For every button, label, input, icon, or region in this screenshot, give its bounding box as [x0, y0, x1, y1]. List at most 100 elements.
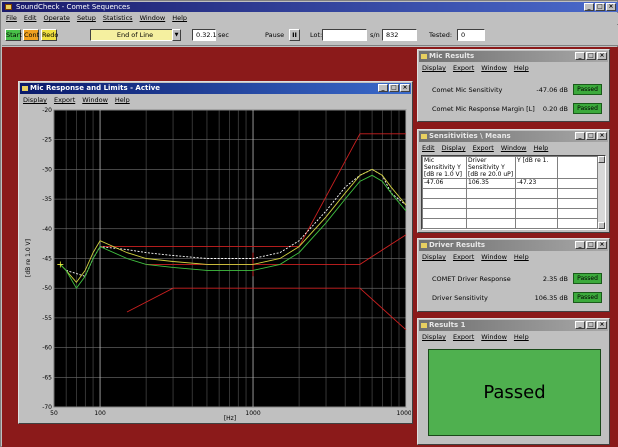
sequence-step-field[interactable]: End of Line	[90, 29, 180, 41]
table-cell[interactable]: -47.06	[422, 178, 467, 189]
minimize-icon[interactable]: _	[584, 3, 594, 11]
close-icon[interactable]: ×	[597, 132, 607, 140]
column-header[interactable]: Driver Sensitivity Y [dB re 20.0 uP]	[466, 156, 516, 179]
series-line	[146, 234, 407, 265]
menu-window[interactable]: Window	[481, 64, 507, 72]
chevron-down-icon[interactable]: ▼	[172, 29, 181, 41]
menu-display[interactable]: Display	[23, 96, 47, 104]
tested-label: Tested:	[429, 31, 453, 39]
column-header[interactable]: Y [dB re 1.	[515, 156, 558, 179]
minimize-icon[interactable]: _	[378, 84, 388, 92]
sensitivities-title: Sensitivities \ Means	[429, 132, 511, 140]
minimize-icon[interactable]: _	[575, 321, 585, 329]
table-cell[interactable]: 106.35	[466, 178, 516, 189]
mic-response-title-bar[interactable]: Mic Response and Limits - Active _ □ ×	[20, 83, 411, 94]
maximize-icon[interactable]: □	[586, 241, 596, 249]
results1-title-bar[interactable]: Results 1 _ □ ×	[419, 320, 608, 331]
result-label: Comet Mic Response Margin [L]	[432, 105, 535, 113]
menu-window[interactable]: Window	[500, 144, 527, 152]
y-tick-label: -60	[42, 345, 52, 352]
sensitivities-table: Mic Sensitivity Y [dB re 1.0 V] Driver S…	[421, 155, 606, 230]
mic-response-menu: Display Export Window Help	[21, 95, 130, 105]
mdi-workspace: Mic Response and Limits - Active _ □ × D…	[2, 47, 618, 447]
maximize-icon[interactable]: □	[586, 321, 596, 329]
sn-input[interactable]: 832	[382, 29, 417, 41]
app-title: SoundCheck - Comet Sequences	[16, 3, 130, 11]
window-icon	[421, 54, 427, 59]
menu-export[interactable]: Export	[53, 96, 76, 104]
time-unit: sec	[218, 31, 229, 39]
menu-window[interactable]: Window	[481, 333, 507, 341]
close-icon[interactable]: ×	[606, 3, 616, 11]
menu-edit[interactable]: Edit	[422, 144, 435, 152]
driver-results-window: Driver Results _ □ × Display Export Wind…	[417, 238, 610, 312]
menu-window[interactable]: Window	[139, 14, 166, 22]
menu-export[interactable]: Export	[452, 253, 475, 261]
menu-export[interactable]: Export	[472, 144, 494, 152]
y-tick-label: -65	[42, 374, 52, 381]
menu-help[interactable]: Help	[513, 253, 529, 261]
scroll-down-icon[interactable]	[598, 222, 605, 229]
menu-display[interactable]: Display	[422, 333, 446, 341]
table-cell[interactable]	[557, 178, 598, 189]
menu-operate[interactable]: Operate	[43, 14, 70, 22]
results1-title: Results 1	[429, 321, 466, 329]
menu-help[interactable]: Help	[114, 96, 130, 104]
y-tick-label: -55	[42, 315, 52, 322]
x-tick-label: 1000	[245, 410, 260, 417]
y-tick-label: -30	[42, 166, 52, 173]
menu-export[interactable]: Export	[452, 333, 475, 341]
maximize-icon[interactable]: □	[389, 84, 399, 92]
menu-file[interactable]: File	[6, 14, 17, 22]
maximize-icon[interactable]: □	[595, 3, 605, 11]
menu-window[interactable]: Window	[82, 96, 108, 104]
time-field: 0.32.1	[192, 29, 217, 41]
mic-response-window: Mic Response and Limits - Active _ □ × D…	[18, 81, 413, 424]
menu-edit[interactable]: Edit	[23, 14, 37, 22]
sensitivities-title-bar[interactable]: Sensitivities \ Means _ □ ×	[419, 131, 608, 142]
driver-results-title-bar[interactable]: Driver Results _ □ ×	[419, 240, 608, 251]
menu-display[interactable]: Display	[441, 144, 466, 152]
table-row: -47.06 106.35 -47.23	[422, 178, 598, 189]
close-icon[interactable]: ×	[400, 84, 410, 92]
y-tick-label: -40	[42, 226, 52, 233]
menu-help[interactable]: Help	[513, 64, 529, 72]
toolbar: Start Cont Redo End of Line ▼ 0.32.1 sec…	[2, 25, 618, 46]
cont-button[interactable]: Cont	[23, 29, 40, 41]
close-icon[interactable]: ×	[597, 52, 607, 60]
sn-label: s/n	[370, 31, 380, 39]
menu-export[interactable]: Export	[452, 64, 475, 72]
maximize-icon[interactable]: □	[586, 132, 596, 140]
menu-statistics[interactable]: Statistics	[102, 14, 133, 22]
close-icon[interactable]: ×	[597, 321, 607, 329]
close-icon[interactable]: ×	[597, 241, 607, 249]
window-icon	[22, 86, 28, 91]
menu-help[interactable]: Help	[172, 14, 188, 22]
maximize-icon[interactable]: □	[586, 52, 596, 60]
x-tick-label: 100	[94, 410, 106, 417]
app-title-bar: SoundCheck - Comet Sequences _ □ ×	[2, 2, 618, 12]
pause-button[interactable]: II	[289, 29, 300, 41]
sensitivities-menu: Edit Display Export Window Help	[420, 143, 548, 153]
redo-button[interactable]: Redo	[41, 29, 59, 41]
scroll-up-icon[interactable]	[598, 156, 605, 163]
vertical-scrollbar[interactable]	[597, 156, 605, 229]
mic-results-title-bar[interactable]: Mic Results _ □ ×	[419, 51, 608, 62]
tested-field: 0	[457, 29, 485, 41]
menu-display[interactable]: Display	[422, 253, 446, 261]
menu-window[interactable]: Window	[481, 253, 507, 261]
results1-window: Results 1 _ □ × Display Export Window He…	[417, 318, 610, 445]
minimize-icon[interactable]: _	[575, 132, 585, 140]
menu-help[interactable]: Help	[533, 144, 549, 152]
minimize-icon[interactable]: _	[575, 241, 585, 249]
menu-setup[interactable]: Setup	[76, 14, 96, 22]
menu-display[interactable]: Display	[422, 64, 446, 72]
table-cell[interactable]: -47.23	[515, 178, 558, 189]
lot-input[interactable]	[322, 29, 367, 41]
pause-label: Pause	[265, 31, 285, 39]
menu-help[interactable]: Help	[513, 333, 529, 341]
status-badge: Passed	[573, 292, 602, 303]
minimize-icon[interactable]: _	[575, 52, 585, 60]
start-button[interactable]: Start	[5, 29, 22, 41]
column-header[interactable]: Mic Sensitivity Y [dB re 1.0 V]	[422, 156, 467, 179]
